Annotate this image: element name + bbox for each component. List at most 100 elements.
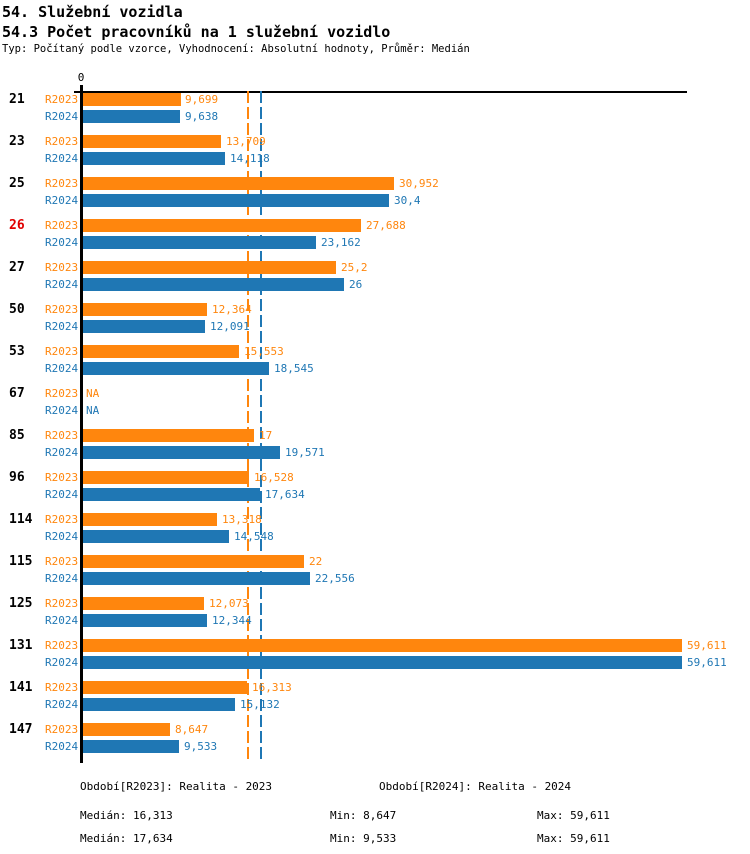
series-label-r2024: R2024	[45, 572, 79, 585]
bar-r2023	[83, 681, 247, 694]
value-label-r2024: NA	[86, 404, 100, 417]
series-label-r2024: R2024	[45, 110, 79, 123]
value-label-r2023: 16,528	[254, 471, 294, 484]
chart-title: 54.3 Počet pracovníků na 1 služební vozi…	[2, 23, 391, 41]
series-label-r2023: R2023	[45, 93, 79, 106]
series-label-r2023: R2023	[45, 513, 79, 526]
category-label: 115	[9, 554, 33, 569]
value-label-r2024: 12,091	[210, 320, 250, 333]
bar-r2023	[83, 345, 240, 358]
category-label: 26	[9, 218, 25, 233]
value-label-r2024: 59,611	[687, 656, 727, 669]
value-label-r2023: 12,364	[212, 303, 252, 316]
series-label-r2024: R2024	[45, 320, 79, 333]
bar-r2024	[83, 194, 389, 207]
series-label-r2023: R2023	[45, 219, 79, 232]
series-label-r2024: R2024	[45, 236, 79, 249]
value-label-r2023: 8,647	[175, 723, 209, 736]
category-label: 25	[9, 176, 25, 191]
category-label: 147	[9, 722, 33, 737]
bar-r2024	[83, 656, 683, 669]
legend-r2024: Období[R2024]: Realita - 2024	[379, 780, 572, 793]
bar-r2023	[83, 429, 254, 442]
bar-r2023	[83, 723, 170, 736]
value-label-r2024: 9,533	[184, 740, 218, 753]
bar-r2024	[83, 320, 205, 333]
category-label: 50	[9, 302, 25, 317]
value-label-r2023: 17	[259, 429, 273, 442]
value-label-r2023: 27,688	[366, 219, 406, 232]
stat-max-r2024: Max: 59,611	[537, 832, 610, 845]
value-label-r2023: 13,318	[222, 513, 262, 526]
value-label-r2024: 26	[349, 278, 363, 291]
category-label: 141	[9, 680, 33, 695]
category-label: 23	[9, 134, 25, 149]
series-label-r2024: R2024	[45, 278, 79, 291]
value-label-r2024: 30,4	[394, 194, 421, 207]
category-label: 53	[9, 344, 25, 359]
bar-r2024	[83, 698, 236, 711]
series-label-r2023: R2023	[45, 135, 79, 148]
report-section-title: 54. Služební vozidla	[2, 3, 183, 21]
series-label-r2024: R2024	[45, 446, 79, 459]
stat-min-r2024: Min: 9,533	[330, 832, 397, 845]
value-label-r2024: 22,556	[315, 572, 355, 585]
value-label-r2024: 14,548	[234, 530, 274, 543]
value-label-r2024: 18,545	[274, 362, 314, 375]
series-label-r2023: R2023	[45, 261, 79, 274]
value-label-r2024: 23,162	[321, 236, 361, 249]
series-label-r2024: R2024	[45, 488, 79, 501]
median-line-r2023	[247, 91, 249, 763]
chart-subtitle: Typ: Počítaný podle vzorce, Vyhodnocení:…	[2, 43, 470, 55]
series-label-r2024: R2024	[45, 362, 79, 375]
series-label-r2024: R2024	[45, 530, 79, 543]
series-label-r2023: R2023	[45, 345, 79, 358]
value-label-r2023: 15,553	[244, 345, 284, 358]
value-label-r2023: 16,313	[252, 681, 292, 694]
bar-r2024	[83, 572, 310, 585]
category-label: 114	[9, 512, 33, 527]
stat-median-r2024: Medián: 17,634	[80, 832, 173, 845]
category-label: 125	[9, 596, 33, 611]
bar-r2023	[83, 177, 395, 190]
value-label-r2024: 15,132	[240, 698, 280, 711]
bar-r2023	[83, 471, 250, 484]
bar-r2023	[83, 639, 683, 652]
series-label-r2024: R2024	[45, 614, 79, 627]
stat-min-r2023: Min: 8,647	[330, 809, 397, 822]
bar-r2023	[83, 303, 208, 316]
series-label-r2023: R2023	[45, 177, 79, 190]
bar-r2024	[83, 362, 270, 375]
series-label-r2023: R2023	[45, 471, 79, 484]
series-label-r2023: R2023	[45, 429, 79, 442]
value-label-r2024: 17,634	[265, 488, 305, 501]
bar-r2023	[83, 513, 217, 526]
series-label-r2024: R2024	[45, 656, 79, 669]
series-label-r2023: R2023	[45, 681, 79, 694]
bar-r2024	[83, 152, 225, 165]
category-label: 85	[9, 428, 25, 443]
bar-r2023	[83, 555, 305, 568]
category-label: 21	[9, 92, 25, 107]
category-label: 67	[9, 386, 25, 401]
bar-r2024	[83, 488, 261, 501]
bar-r2024	[83, 110, 180, 123]
value-label-r2023: 30,952	[399, 177, 439, 190]
series-label-r2023: R2023	[45, 387, 79, 400]
bar-r2024	[83, 740, 179, 753]
series-label-r2023: R2023	[45, 555, 79, 568]
series-label-r2024: R2024	[45, 404, 79, 417]
y-axis-line	[80, 85, 83, 763]
value-label-r2023: 13,709	[226, 135, 266, 148]
x-axis-zero-tick-label: 0	[77, 71, 85, 84]
value-label-r2023: 59,611	[687, 639, 727, 652]
bar-r2023	[83, 261, 337, 274]
value-label-r2023: NA	[86, 387, 100, 400]
series-label-r2023: R2023	[45, 303, 79, 316]
category-label: 96	[9, 470, 25, 485]
category-label: 27	[9, 260, 25, 275]
bar-r2024	[83, 236, 316, 249]
series-label-r2024: R2024	[45, 740, 79, 753]
bar-r2024	[83, 278, 345, 291]
value-label-r2023: 25,2	[341, 261, 368, 274]
